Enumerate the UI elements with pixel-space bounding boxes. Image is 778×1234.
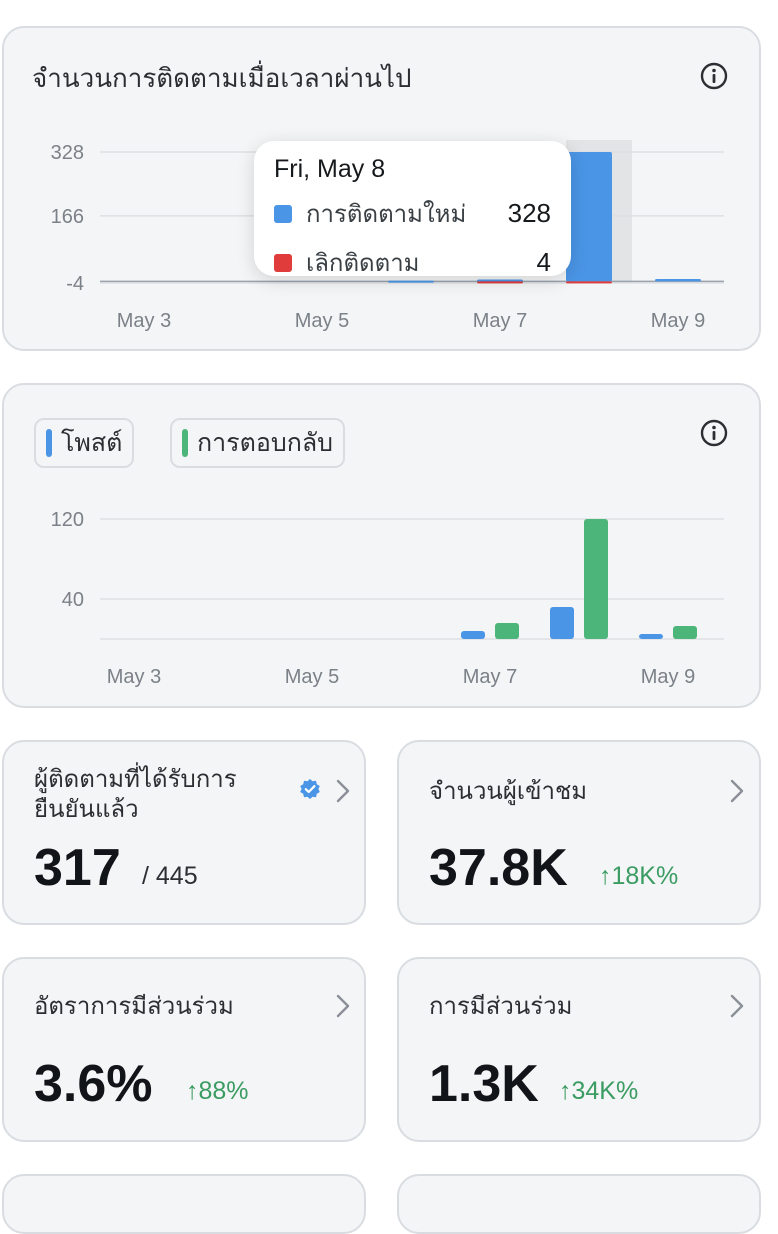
stat-title: การมีส่วนร่วม	[429, 992, 573, 1020]
chevron-right-icon	[730, 779, 744, 803]
stat-delta: ↑34K%	[559, 1077, 639, 1105]
unfollows-bar	[477, 281, 523, 284]
stat-delta: ↑18K%	[599, 862, 679, 890]
info-circle-icon[interactable]	[699, 418, 729, 448]
stat-value: 3.6%	[34, 1055, 153, 1113]
replies-bar	[495, 623, 519, 639]
chevron-right-icon	[730, 994, 744, 1018]
replies-legend-marker	[182, 429, 188, 457]
x-tick-label: May 5	[295, 310, 349, 332]
unfollows-bar	[566, 281, 612, 284]
stat-title: จำนวนผู้เข้าชม	[429, 777, 588, 805]
tooltip-value: 328	[507, 198, 551, 228]
chart-tooltip: Fri, May 8 การติดตามใหม่ 328 เลิกติดตาม …	[254, 141, 571, 277]
posts-bar	[461, 631, 485, 639]
stat-card-engagement-rate[interactable]: อัตราการมีส่วนร่วม 3.6% ↑88%	[2, 957, 366, 1142]
posts-legend-marker	[46, 429, 52, 457]
stat-card-viewers[interactable]: จำนวนผู้เข้าชม 37.8K ↑18K%	[397, 740, 761, 925]
tooltip-value: 4	[536, 247, 551, 277]
new-follows-bar	[388, 280, 434, 283]
stat-value: 37.8K	[429, 839, 568, 897]
x-tick-label: May 9	[651, 310, 705, 332]
chevron-right-icon	[336, 994, 350, 1018]
legend-posts[interactable]: โพสต์	[34, 418, 135, 468]
y-tick-label: 40	[62, 589, 84, 611]
stat-title: ผู้ติดตามที่ได้รับการยืนยันแล้ว	[34, 765, 237, 823]
y-tick-label: 120	[51, 509, 84, 531]
followers-chart-title: จำนวนการติดตามเมื่อเวลาผ่านไป	[32, 64, 412, 94]
y-tick-label: 166	[51, 206, 84, 228]
chevron-right-icon	[336, 779, 350, 803]
unfollows-swatch	[274, 253, 292, 272]
tooltip-label: เลิกติดตาม	[306, 249, 420, 277]
y-tick-label: -4	[66, 273, 84, 295]
x-tick-label: May 5	[285, 666, 339, 688]
new-follows-bar	[655, 279, 701, 282]
legend-label: โพสต์	[61, 428, 123, 457]
tooltip-row-new-follows: การติดตามใหม่ 328	[274, 194, 551, 233]
stat-card-partial-right[interactable]	[397, 1174, 761, 1234]
replies-bar	[584, 519, 608, 639]
verified-badge-icon	[300, 779, 320, 799]
x-tick-label: May 9	[641, 666, 695, 688]
tooltip-date: Fri, May 8	[274, 155, 386, 183]
x-tick-label: May 3	[107, 666, 161, 688]
stat-title: อัตราการมีส่วนร่วม	[34, 992, 234, 1020]
x-tick-label: May 7	[463, 666, 517, 688]
x-tick-label: May 7	[473, 310, 527, 332]
stat-value: 317	[34, 839, 121, 897]
stat-total: / 445	[142, 862, 198, 890]
new-follows-swatch	[274, 204, 292, 223]
stat-card-partial-left[interactable]	[2, 1174, 366, 1234]
replies-bar	[673, 626, 697, 639]
stat-delta: ↑88%	[186, 1077, 249, 1105]
stat-value: 1.3K	[429, 1055, 539, 1113]
y-tick-label: 328	[51, 142, 84, 164]
followers-bar-chart: 328 166 -4 May 3 May 5 May 7 May 9	[51, 140, 724, 332]
tooltip-row-unfollows: เลิกติดตาม 4	[274, 243, 551, 282]
legend-label: การตอบกลับ	[197, 428, 334, 457]
stat-card-verified-followers[interactable]: ผู้ติดตามที่ได้รับการยืนยันแล้ว 317 / 44…	[2, 740, 366, 925]
x-tick-label: May 3	[117, 310, 171, 332]
tooltip-label: การติดตามใหม่	[306, 200, 467, 228]
posts-bar	[639, 634, 663, 639]
stat-card-engagements[interactable]: การมีส่วนร่วม 1.3K ↑34K%	[397, 957, 761, 1142]
new-follows-bar	[477, 279, 523, 282]
posts-bar	[550, 607, 574, 639]
posts-bar-chart: 120 40 May 3 May 5 May 7 May 9	[51, 509, 724, 688]
info-circle-icon[interactable]	[699, 61, 729, 91]
new-follows-bar	[566, 152, 612, 282]
legend-replies[interactable]: การตอบกลับ	[170, 418, 346, 468]
